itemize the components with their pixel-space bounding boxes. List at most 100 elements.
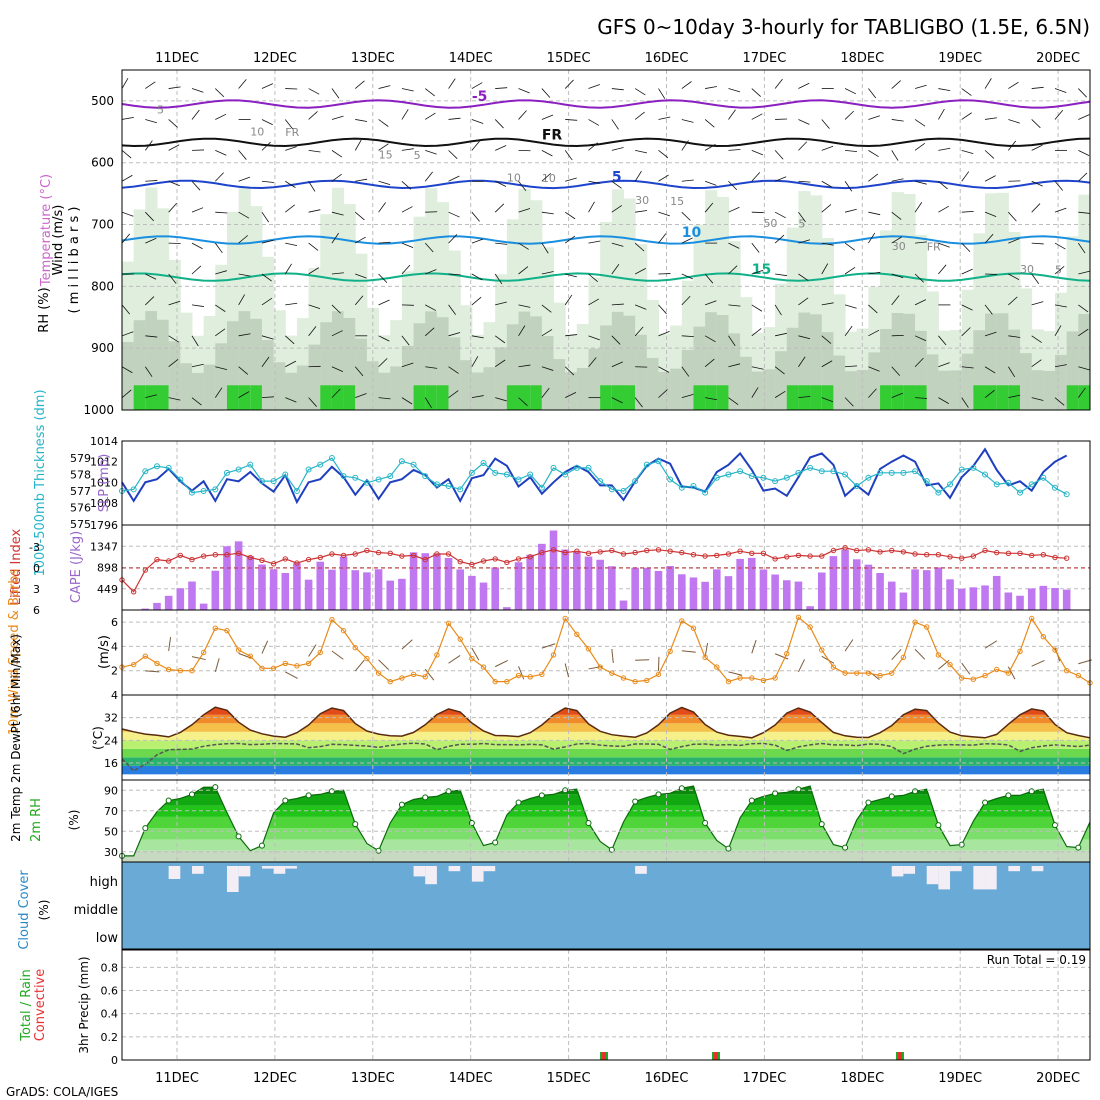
upper-wind-barb — [145, 180, 158, 182]
thickness-point — [562, 471, 569, 478]
cape-bar — [654, 570, 663, 610]
cape-bar — [771, 574, 779, 610]
cape-bar — [911, 569, 919, 610]
upper-wind-barb — [704, 119, 715, 128]
upper-wind-barb — [1031, 301, 1044, 306]
upper-wind-barb — [845, 365, 858, 368]
upper-wind-barb — [938, 397, 949, 404]
upper-wind-barb — [518, 110, 527, 120]
rh-shade-high — [530, 385, 543, 410]
wind-speed-point — [585, 646, 592, 652]
li-point — [1005, 550, 1012, 556]
cape-bar — [398, 578, 406, 610]
upper-wind-barb — [938, 362, 950, 368]
upper-wind-barb — [355, 273, 367, 279]
upper-wind-barb — [704, 358, 715, 368]
upper-wind-barb — [518, 208, 531, 213]
upper-wind-barb — [914, 299, 927, 306]
li-point — [830, 547, 837, 554]
temp-band — [122, 748, 1090, 758]
upper-wind-barb — [751, 242, 760, 253]
contour-label: FR — [285, 126, 299, 139]
upper-wind-barb — [354, 211, 365, 221]
upper-wind-barb — [658, 88, 666, 99]
x-tick-label-bottom: 18DEC — [840, 1071, 884, 1086]
upper-wind-barb — [1008, 238, 1020, 244]
wind-speed-point — [865, 670, 872, 676]
cape-bar — [1062, 589, 1071, 610]
upper-wind-barb — [261, 356, 270, 367]
thickness-point — [982, 471, 989, 478]
thickness-axis-label: 1000-500mb Thickness (dm) — [33, 389, 48, 576]
cloud-high-label: high — [90, 875, 118, 890]
rh-shade-high — [611, 385, 624, 410]
wind-speed-point — [1040, 634, 1047, 640]
wind-speed-point — [212, 625, 219, 631]
li-point — [130, 589, 137, 595]
wind-speed-point — [154, 660, 160, 667]
li-point — [667, 548, 673, 554]
rh-point — [842, 844, 849, 851]
rh-shade — [390, 366, 403, 410]
wind-speed-point — [772, 675, 778, 681]
upper-wind-barb — [471, 356, 479, 367]
upper-wind-barb — [611, 205, 623, 213]
upper-wind-barb — [751, 304, 763, 312]
contour-label: FR — [927, 241, 941, 254]
thickness-point — [888, 469, 895, 476]
upper-wind-barb — [961, 304, 973, 311]
wind-speed-point — [317, 649, 323, 656]
thickness-tick: 579 — [70, 452, 91, 465]
contour-label: 5 — [414, 149, 421, 162]
upper-wind-barb — [938, 180, 948, 190]
rh-shade — [553, 359, 566, 410]
wind-speed-line — [121, 616, 1091, 684]
slp-axis-label: SLP (mb) — [97, 454, 112, 513]
upper-wind-barb — [588, 142, 598, 151]
upper-wind-barb — [868, 366, 880, 372]
thickness-point — [853, 483, 860, 490]
surface-wind-barb — [751, 639, 757, 654]
upper-wind-barb — [448, 304, 456, 315]
upper-wind-barb — [261, 396, 274, 399]
upper-wind-barb — [868, 150, 879, 158]
upper-wind-barb — [774, 390, 786, 398]
thickness-point — [212, 486, 219, 493]
upper-wind-barb — [121, 331, 134, 337]
cape-bar — [887, 581, 896, 610]
x-tick-label-bottom: 12DEC — [253, 1071, 297, 1086]
rh-shade — [646, 357, 659, 410]
li-point — [749, 550, 755, 556]
upper-wind-barb — [448, 366, 459, 374]
li-tick: -3 — [29, 541, 40, 554]
rh-tick: 90 — [104, 784, 118, 797]
thickness-point — [865, 474, 872, 481]
wind-tick: 4 — [111, 640, 118, 653]
precip-marker — [602, 1052, 606, 1060]
upper-wind-barb — [191, 304, 204, 307]
rh-shade-high — [133, 385, 146, 410]
rh-point — [1052, 822, 1059, 829]
upper-wind-barb — [1008, 366, 1016, 378]
cape-bar — [1016, 595, 1024, 610]
thickness-point — [538, 484, 545, 491]
rh-shade — [926, 354, 939, 410]
rh-point — [305, 792, 312, 799]
upper-wind-barb — [145, 119, 157, 124]
upper-wind-barb — [588, 357, 597, 367]
upper-wind-barb — [611, 88, 624, 91]
rh-shade-high — [156, 385, 170, 410]
upper-wind-barb — [961, 210, 974, 213]
upper-wind-barb — [261, 297, 273, 306]
upper-wind-barb — [284, 263, 292, 275]
li-point — [865, 547, 872, 553]
upper-wind-barb — [588, 119, 600, 126]
cape-bar — [864, 564, 873, 610]
thickness-point — [492, 469, 499, 476]
upper-wind-barb — [331, 173, 342, 182]
upper-wind-barb — [914, 180, 927, 185]
thickness-line — [121, 457, 1067, 495]
surface-wind-barb — [564, 663, 570, 678]
thickness-point — [632, 478, 639, 485]
surface-wind-barb — [191, 656, 206, 661]
